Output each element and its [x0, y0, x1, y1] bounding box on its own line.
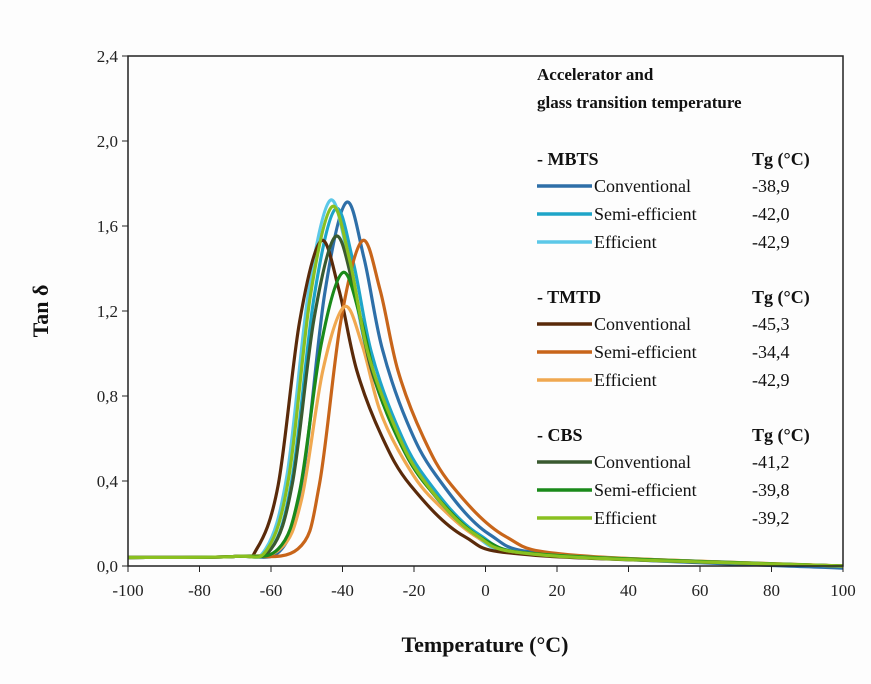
- y-tick-label: 0,8: [97, 387, 118, 406]
- x-tick-label: -40: [331, 581, 354, 600]
- legend-tg-header: Tg (°C): [752, 425, 810, 446]
- x-tick-label: 0: [481, 581, 490, 600]
- x-tick-label: 80: [763, 581, 780, 600]
- legend-item-label: Efficient: [594, 232, 657, 252]
- legend-tg-value: -38,9: [752, 176, 790, 196]
- axis-ticks: -100 -80 -60 -40 -20 0 20 40 60 80 100 0,0 0,4 0,8 1,2…: [97, 47, 856, 600]
- legend-group-title: - TMTD: [537, 287, 601, 307]
- legend-item-label: Conventional: [594, 314, 691, 334]
- y-tick-label: 1,6: [97, 217, 118, 236]
- series-curves: [127, 198, 844, 570]
- legend-item-label: Semi-efficient: [594, 342, 697, 362]
- legend-title-line2: glass transition temperature: [537, 93, 742, 112]
- legend-tg-value: -41,2: [752, 452, 790, 472]
- legend-item-label: Semi-efficient: [594, 480, 697, 500]
- x-tick-label: -60: [260, 581, 283, 600]
- legend-tg-value: -42,9: [752, 232, 790, 252]
- y-tick-label: 2,4: [97, 47, 119, 66]
- legend-tg-value: -34,4: [752, 342, 790, 362]
- legend-group-title: - CBS: [537, 425, 583, 445]
- series-line-tmtd-semi-efficient: [127, 238, 844, 568]
- legend-item-label: Conventional: [594, 176, 691, 196]
- legend-tg-value: -39,8: [752, 480, 790, 500]
- x-tick-label: -100: [112, 581, 143, 600]
- y-axis-title: Tan δ: [28, 285, 53, 338]
- x-tick-label: 60: [692, 581, 709, 600]
- y-tick-label: 0,0: [97, 557, 118, 576]
- legend-title-line1: Accelerator and: [537, 65, 654, 84]
- legend-tg-value: -39,2: [752, 508, 790, 528]
- x-tick-label: 20: [549, 581, 566, 600]
- legend-group-title: - MBTS: [537, 149, 599, 169]
- legend: - MBTS Tg (°C) Conventional -38,9 Semi-effic…: [537, 149, 810, 528]
- legend-item-label: Semi-efficient: [594, 204, 697, 224]
- legend-item-label: Efficient: [594, 508, 657, 528]
- x-axis-title: Temperature (°C): [401, 632, 568, 657]
- x-tick-label: 100: [830, 581, 856, 600]
- legend-tg-value: -45,3: [752, 314, 790, 334]
- legend-tg-value: -42,0: [752, 204, 790, 224]
- x-tick-label: -20: [403, 581, 426, 600]
- y-tick-label: 2,0: [97, 132, 118, 151]
- x-tick-label: 40: [620, 581, 637, 600]
- series-line-cbs-efficient: [127, 204, 844, 568]
- legend-item-label: Efficient: [594, 370, 657, 390]
- legend-tg-header: Tg (°C): [752, 287, 810, 308]
- y-tick-label: 1,2: [97, 302, 118, 321]
- legend-item-label: Conventional: [594, 452, 691, 472]
- x-tick-label: -80: [188, 581, 211, 600]
- legend-tg-header: Tg (°C): [752, 149, 810, 170]
- legend-tg-value: -42,9: [752, 370, 790, 390]
- y-tick-label: 0,4: [97, 472, 119, 491]
